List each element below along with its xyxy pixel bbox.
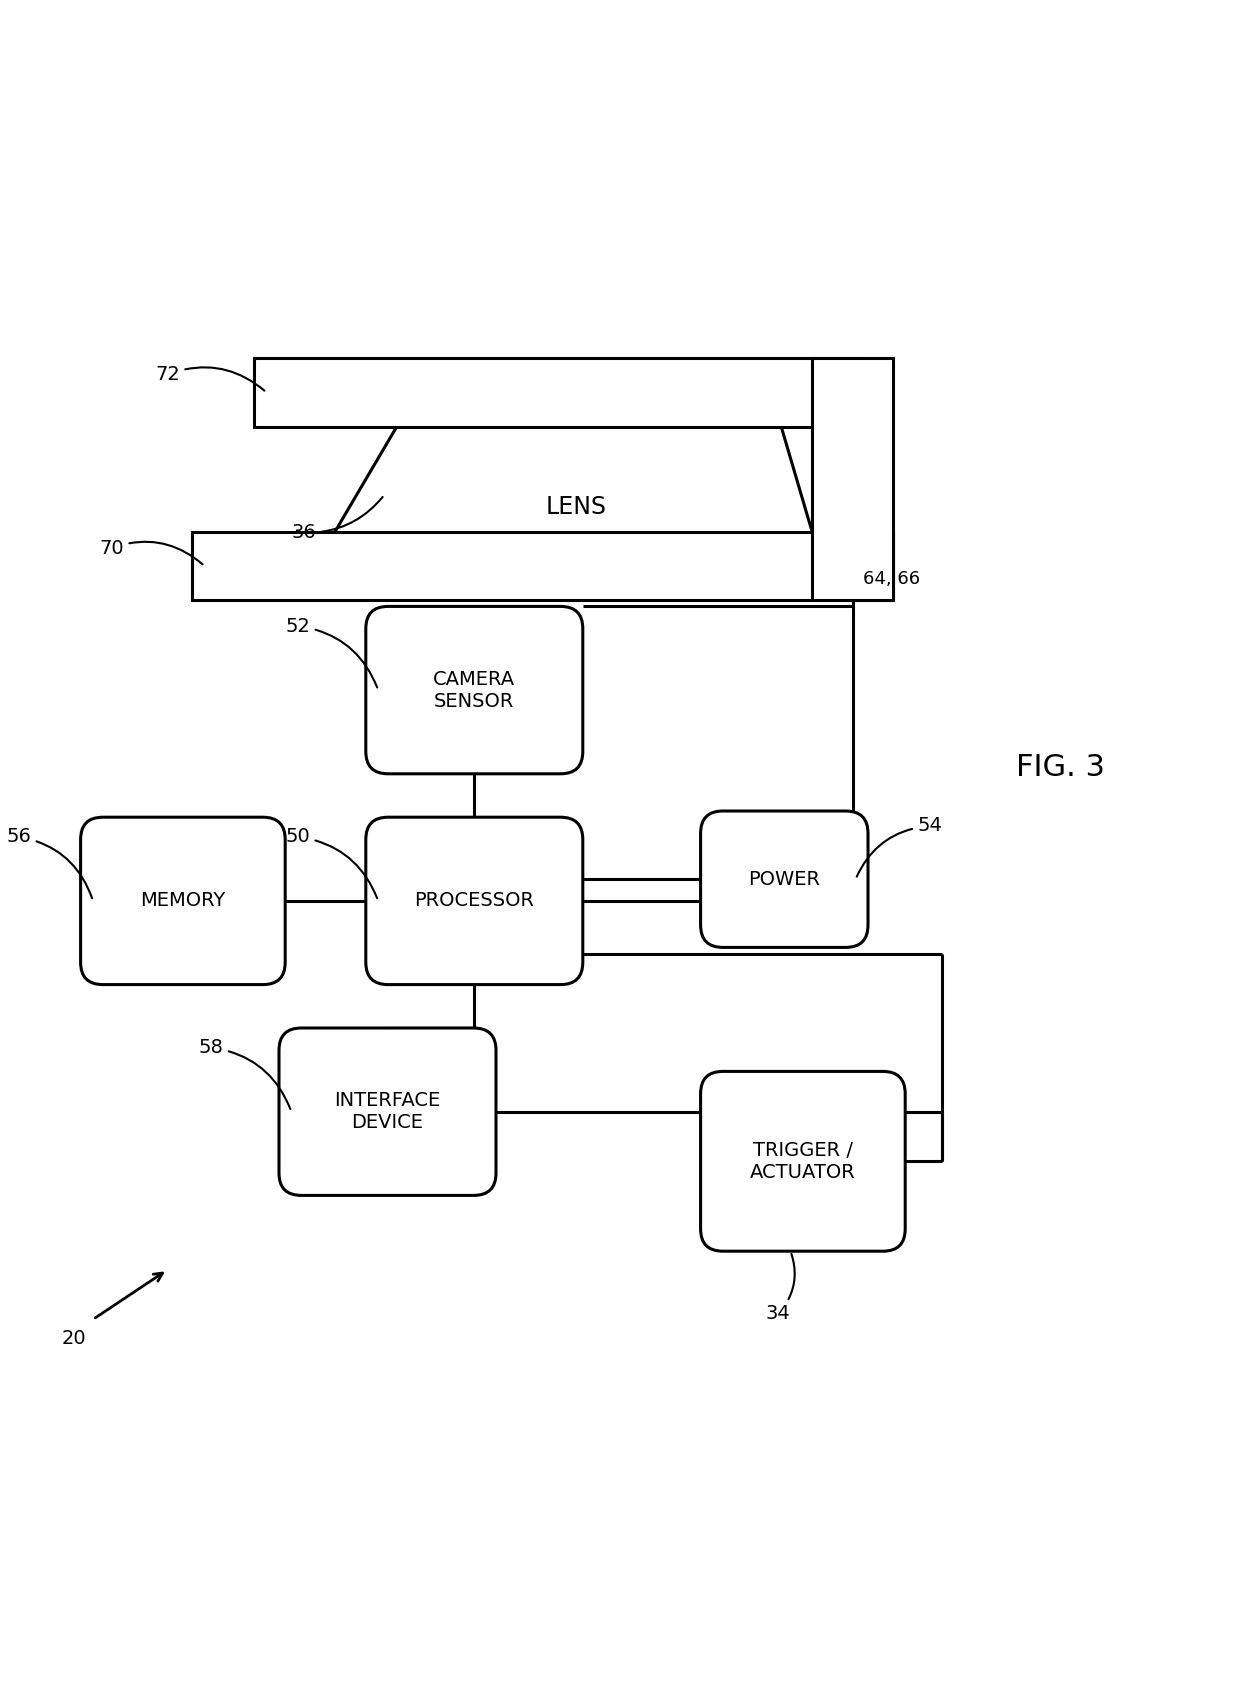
FancyBboxPatch shape [701,1071,905,1251]
Text: PROCESSOR: PROCESSOR [414,891,534,911]
Text: 54: 54 [857,817,942,877]
Text: 58: 58 [198,1037,290,1110]
Bar [254,359,862,426]
Text: 50: 50 [285,827,377,898]
Text: MEMORY: MEMORY [140,891,226,911]
Text: 72: 72 [155,365,264,391]
Text: 56: 56 [6,827,92,898]
FancyBboxPatch shape [81,817,285,985]
Text: 70: 70 [99,539,202,564]
Text: 20: 20 [62,1329,87,1347]
Text: 34: 34 [765,1255,795,1324]
Text: 64, 66: 64, 66 [863,569,920,588]
FancyBboxPatch shape [366,606,583,775]
FancyBboxPatch shape [701,812,868,948]
Text: 36: 36 [291,497,383,542]
FancyBboxPatch shape [279,1027,496,1196]
FancyBboxPatch shape [366,817,583,985]
Text: TRIGGER /
ACTUATOR: TRIGGER / ACTUATOR [750,1140,856,1182]
Text: 52: 52 [285,616,377,687]
Text: FIG. 3: FIG. 3 [1016,753,1105,781]
Text: CAMERA
SENSOR: CAMERA SENSOR [433,670,516,711]
Text: LENS: LENS [546,495,608,519]
Text: POWER: POWER [748,869,821,889]
Bar [812,359,893,600]
Text: INTERFACE
DEVICE: INTERFACE DEVICE [335,1091,440,1132]
Bar [192,532,893,600]
